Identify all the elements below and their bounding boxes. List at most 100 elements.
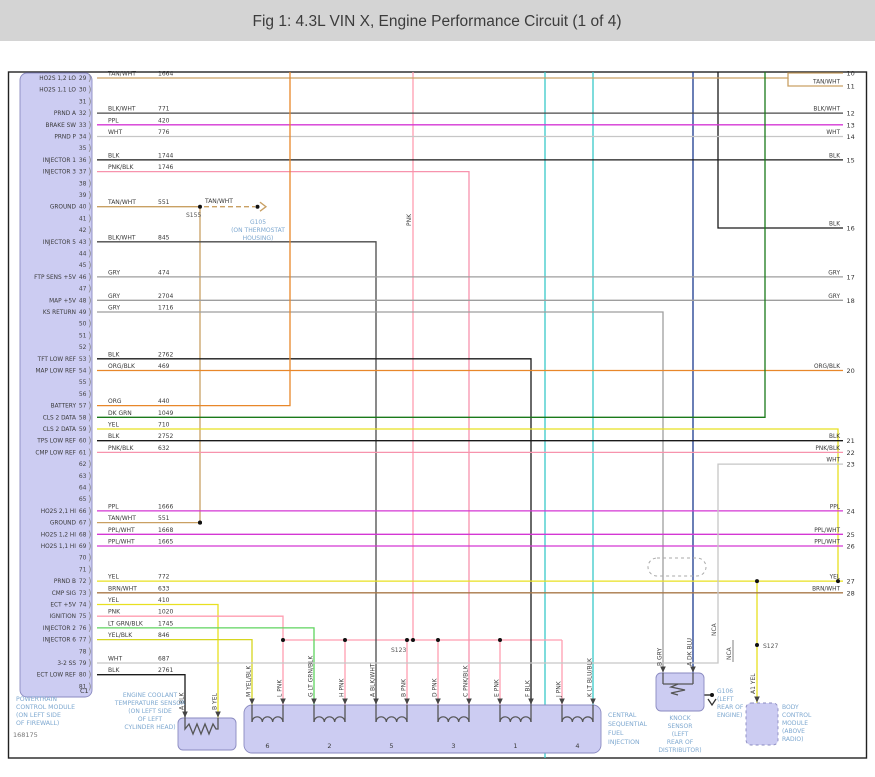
inline-wire-16 xyxy=(717,72,843,229)
wire-color-label: YEL/BLK xyxy=(107,632,133,639)
ground-id-label: HOUSING) xyxy=(243,235,274,242)
wire-circuit-label: 845 xyxy=(158,234,170,241)
knock-label: REAR OF xyxy=(667,739,694,746)
connector-pin-label: B GRY xyxy=(657,648,664,666)
pin-bracket: ) xyxy=(88,601,92,611)
right-edge-label: PPL/WHT xyxy=(814,528,840,534)
connector-arrow-icon xyxy=(435,698,441,705)
pin-bracket: ) xyxy=(88,355,92,365)
connector-pin-label: E PNK xyxy=(494,678,501,697)
pin-number: 33 xyxy=(79,122,87,129)
wire-pin-53 xyxy=(97,358,532,705)
pin-label: HO2S 2,1 HI xyxy=(41,509,77,515)
right-edge-number: 21 xyxy=(847,437,855,445)
right-edge-label: BLK/WHT xyxy=(813,107,840,113)
pin-label: ECT LOW REF xyxy=(37,673,76,679)
pin-number: 39 xyxy=(79,192,87,199)
pin-bracket: ) xyxy=(88,168,92,178)
wire-circuit-label: 710 xyxy=(158,422,170,429)
pin-number: 70 xyxy=(79,555,87,562)
right-edge-number: 28 xyxy=(847,589,855,597)
wire-circuit-label: 420 xyxy=(158,117,170,124)
pin-label: PRND B xyxy=(54,579,76,585)
right-edge-number: 27 xyxy=(847,578,855,586)
pcm-label: (ON LEFT SIDE xyxy=(16,712,61,719)
pin-number: 58 xyxy=(79,414,87,421)
wire-color-label: PPL xyxy=(108,503,119,510)
pin-number: 29 xyxy=(79,75,87,82)
ground-id-label: (ON THERMOSTAT xyxy=(231,227,285,234)
right-edge-number: 20 xyxy=(847,367,855,375)
pin-number: 32 xyxy=(79,110,87,117)
right-edge-label: PPL/WHT xyxy=(814,540,840,546)
knock-sensor-box xyxy=(655,672,705,712)
wire-pin-76 xyxy=(97,627,315,705)
injection-label: CENTRAL xyxy=(608,712,637,719)
title-bar xyxy=(0,0,875,41)
pin-bracket: ) xyxy=(88,682,92,692)
pin-bracket: ) xyxy=(88,577,92,587)
wire-color-label: TAN/WHT xyxy=(107,199,136,206)
pin-number: 49 xyxy=(79,309,87,316)
wire-circuit-label: 1666 xyxy=(158,503,173,510)
wire-circuit-label: 2761 xyxy=(158,667,173,674)
pin-bracket: ) xyxy=(88,261,92,271)
wire-color-label: PNK xyxy=(406,213,413,226)
pin-number: 78 xyxy=(79,648,87,655)
wire-circuit-label: 1746 xyxy=(158,164,173,171)
pin-number: 80 xyxy=(79,672,87,679)
right-edge-number: 17 xyxy=(847,273,855,281)
splice-dot xyxy=(411,638,415,642)
wire-color-label: BLK/WHT xyxy=(108,106,136,113)
pin-bracket: ) xyxy=(88,519,92,529)
pin-bracket: ) xyxy=(88,133,92,143)
pcm-connector-strip xyxy=(19,72,93,698)
pin-label: CMP LOW REF xyxy=(35,450,76,456)
right-edge-label: BLK xyxy=(829,153,840,159)
wire-color-label: BLK xyxy=(108,152,120,159)
pin-number: 65 xyxy=(79,496,87,503)
pin-label: MAP +5V xyxy=(49,298,76,304)
pin-label: IGNITION xyxy=(50,614,76,620)
pin-number: 38 xyxy=(79,180,87,187)
right-edge-label: GRY xyxy=(828,294,840,300)
wire-circuit-label: 1664 xyxy=(158,71,173,78)
wire-pin-57 xyxy=(97,72,291,407)
pin-number: 76 xyxy=(79,625,87,632)
wire-circuit-label: 2762 xyxy=(158,351,173,358)
pin-number: 69 xyxy=(79,543,87,550)
pin-bracket: ) xyxy=(88,554,92,564)
pin-number: 34 xyxy=(79,134,87,141)
right-edge-label: BLK xyxy=(829,434,840,440)
wire-pin-79 xyxy=(97,463,843,664)
connector-arrow-icon xyxy=(342,698,348,705)
right-edge-label: PPL xyxy=(830,504,841,510)
connector-arrow-icon xyxy=(466,698,472,705)
wire-circuit-label: 1745 xyxy=(158,620,173,627)
right-edge-number: 14 xyxy=(847,133,855,141)
pin-bracket: ) xyxy=(88,343,92,353)
pin-number: 30 xyxy=(79,87,87,94)
wire-color-label: PNK/BLK xyxy=(108,164,135,171)
connector-pin-label: C PNK/BLK xyxy=(463,664,470,697)
pcm-label: CONTROL MODULE xyxy=(16,704,75,711)
right-edge-number: 16 xyxy=(847,225,855,233)
pin-bracket: ) xyxy=(88,542,92,552)
wire-pin-29b xyxy=(787,78,843,87)
right-edge-number: 25 xyxy=(847,531,855,539)
pin-bracket: ) xyxy=(88,226,92,236)
pin-number: 74 xyxy=(79,602,87,609)
splice-dot xyxy=(755,579,759,584)
injector-number: 6 xyxy=(265,742,269,750)
connector-pin-label: B YEL xyxy=(212,693,219,710)
wire-color-label: BLK/WHT xyxy=(108,234,136,241)
injector-coil xyxy=(375,716,408,723)
pin-label: HO2S 1,1 LO xyxy=(39,88,76,94)
pin-number: 59 xyxy=(79,426,87,433)
wire-circuit-label: 2704 xyxy=(158,293,173,300)
pin-number: 66 xyxy=(79,508,87,515)
pin-label: INJECTOR 2 xyxy=(43,626,76,632)
splice-label: S123 xyxy=(391,647,406,654)
pin-label: INJECTOR 5 xyxy=(43,240,76,246)
